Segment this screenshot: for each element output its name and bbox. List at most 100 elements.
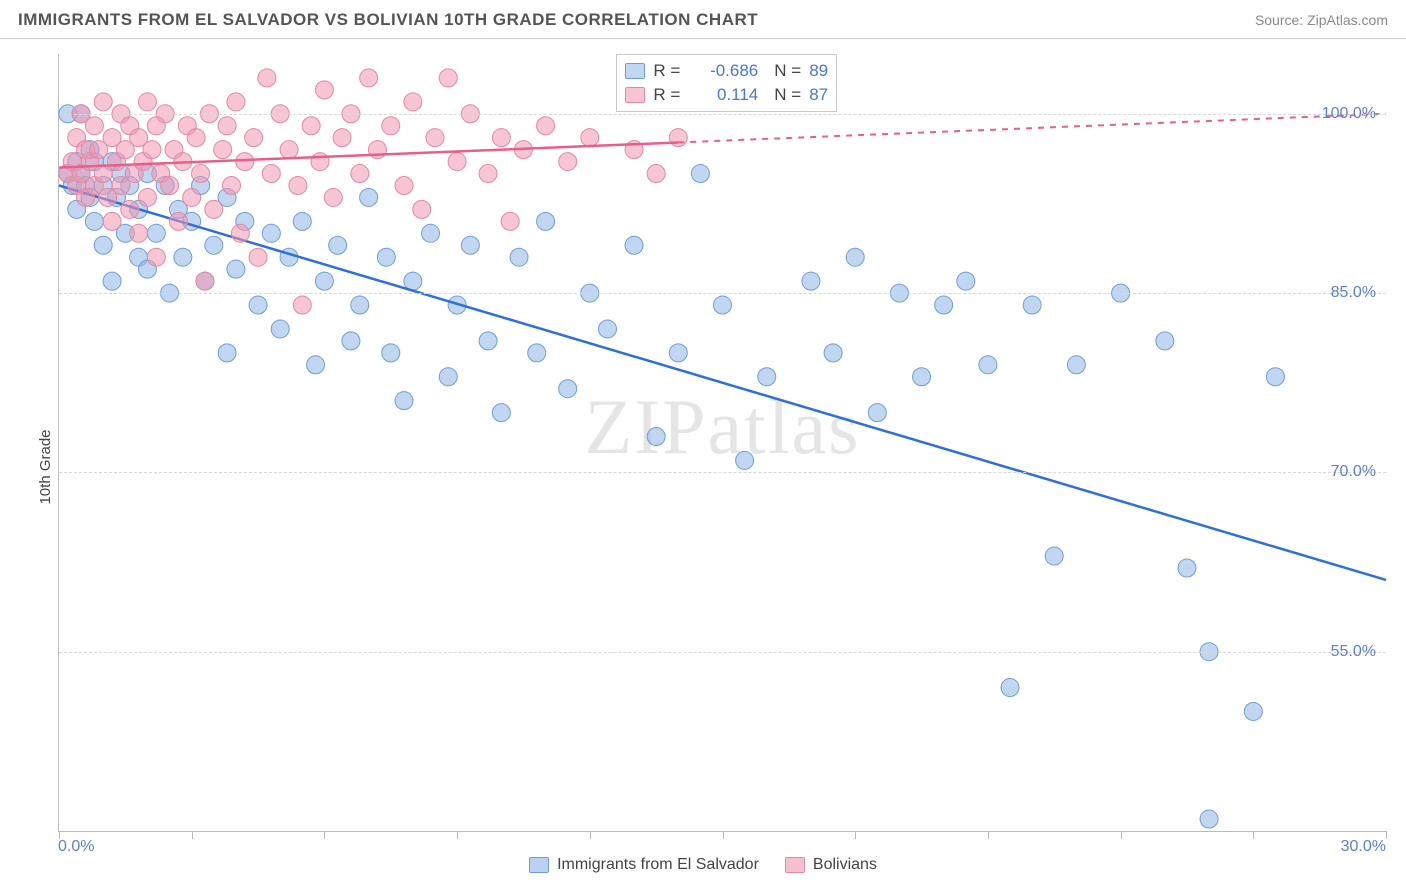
data-point: [846, 248, 864, 266]
legend: Immigrants from El Salvador Bolivians: [0, 856, 1406, 874]
data-point: [598, 320, 616, 338]
data-point: [404, 272, 422, 290]
data-point: [223, 176, 241, 194]
y-tick-label: 100.0%: [1322, 105, 1376, 123]
data-point: [382, 117, 400, 135]
data-point: [736, 451, 754, 469]
trend-line: [59, 185, 1386, 579]
data-point: [581, 129, 599, 147]
data-point: [130, 224, 148, 242]
legend-swatch: [785, 857, 805, 873]
stat-label: R =: [653, 85, 680, 105]
data-point: [422, 224, 440, 242]
data-point: [342, 332, 360, 350]
r-value: 0.114: [688, 85, 758, 105]
data-point: [691, 165, 709, 183]
gridline: [59, 472, 1386, 473]
stat-label: R =: [653, 61, 680, 81]
data-point: [395, 176, 413, 194]
stat-label: N =: [774, 85, 801, 105]
data-point: [218, 117, 236, 135]
plot-region: ZIPatlas R =-0.686 N = 89R =0.114 N = 87…: [58, 54, 1386, 832]
r-value: -0.686: [688, 61, 758, 81]
x-tick: [590, 831, 591, 839]
data-point: [94, 93, 112, 111]
data-point: [169, 212, 187, 230]
data-point: [249, 296, 267, 314]
data-point: [205, 200, 223, 218]
data-point: [1266, 368, 1284, 386]
y-tick-label: 85.0%: [1331, 284, 1376, 302]
data-point: [227, 93, 245, 111]
data-point: [138, 188, 156, 206]
data-point: [293, 212, 311, 230]
x-tick: [1121, 831, 1122, 839]
legend-label: Bolivians: [813, 856, 877, 874]
data-point: [395, 392, 413, 410]
data-point: [205, 236, 223, 254]
data-point: [231, 224, 249, 242]
trend-line-extrapolated: [678, 114, 1386, 143]
data-point: [360, 188, 378, 206]
data-point: [280, 141, 298, 159]
gridline: [59, 114, 1386, 115]
y-tick-label: 70.0%: [1331, 463, 1376, 481]
data-point: [121, 200, 139, 218]
data-point: [351, 165, 369, 183]
plot-svg: [59, 54, 1386, 831]
x-axis-start-label: 0.0%: [58, 838, 94, 856]
data-point: [647, 165, 665, 183]
data-point: [360, 69, 378, 87]
data-point: [262, 224, 280, 242]
data-point: [979, 356, 997, 374]
data-point: [802, 272, 820, 290]
data-point: [315, 272, 333, 290]
data-point: [85, 117, 103, 135]
data-point: [262, 165, 280, 183]
stats-row: R =-0.686 N = 89: [625, 59, 828, 83]
data-point: [669, 129, 687, 147]
correlation-stats-box: R =-0.686 N = 89R =0.114 N = 87: [616, 54, 837, 112]
x-tick: [192, 831, 193, 839]
legend-swatch: [529, 857, 549, 873]
data-point: [758, 368, 776, 386]
data-point: [479, 165, 497, 183]
data-point: [161, 176, 179, 194]
data-point: [249, 248, 267, 266]
data-point: [413, 200, 431, 218]
data-point: [510, 248, 528, 266]
data-point: [311, 153, 329, 171]
data-point: [183, 188, 201, 206]
data-point: [85, 212, 103, 230]
data-point: [824, 344, 842, 362]
y-tick-label: 55.0%: [1331, 643, 1376, 661]
legend-item: Immigrants from El Salvador: [529, 856, 759, 874]
x-tick: [1253, 831, 1254, 839]
data-point: [426, 129, 444, 147]
x-tick: [723, 831, 724, 839]
data-point: [439, 368, 457, 386]
data-point: [935, 296, 953, 314]
data-point: [192, 165, 210, 183]
data-point: [329, 236, 347, 254]
data-point: [1200, 810, 1218, 828]
data-point: [377, 248, 395, 266]
gridline: [59, 293, 1386, 294]
data-point: [227, 260, 245, 278]
n-value: 89: [809, 61, 828, 81]
data-point: [439, 69, 457, 87]
x-axis-end-label: 30.0%: [1341, 838, 1386, 856]
data-point: [714, 296, 732, 314]
data-point: [324, 188, 342, 206]
x-tick: [855, 831, 856, 839]
data-point: [957, 272, 975, 290]
data-point: [1178, 559, 1196, 577]
data-point: [143, 141, 161, 159]
data-point: [302, 117, 320, 135]
source-attribution: Source: ZipAtlas.com: [1255, 12, 1388, 28]
data-point: [913, 368, 931, 386]
data-point: [1001, 679, 1019, 697]
x-tick: [324, 831, 325, 839]
data-point: [1067, 356, 1085, 374]
data-point: [245, 129, 263, 147]
